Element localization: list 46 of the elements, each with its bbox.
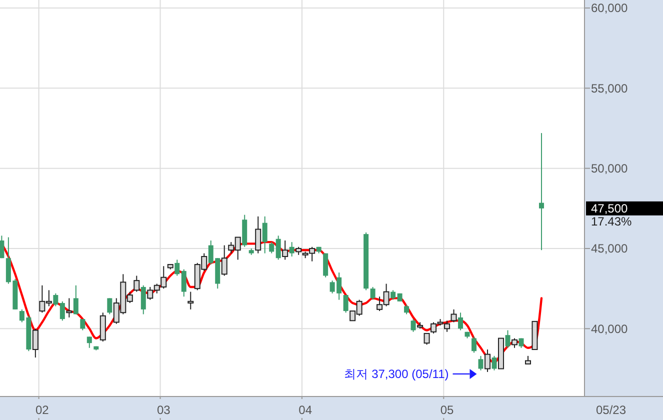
x-tick-label: 02 [35, 403, 50, 417]
x-tick-label: 05 [440, 403, 454, 417]
candlestick [53, 292, 58, 307]
x-tick-label: 04 [298, 403, 312, 417]
candlestick [323, 252, 328, 278]
annotation: 최저 37,300 (05/11) [344, 367, 449, 382]
candlestick [60, 300, 65, 322]
candlestick [80, 318, 86, 331]
candlestick [538, 132, 544, 251]
candlestick [512, 338, 518, 348]
candlestick [472, 336, 477, 354]
text: 17.43% [591, 214, 632, 229]
candlestick [343, 294, 348, 314]
candlestick [134, 275, 140, 292]
y-tick-label: 55,000 [591, 81, 628, 96]
text: 05/23 [596, 403, 626, 417]
candlestick [410, 318, 416, 332]
candlestick [289, 242, 294, 258]
candlestick [424, 332, 430, 346]
y-tick-label: 40,000 [591, 322, 628, 336]
y-tick-label: 45,000 [591, 242, 628, 256]
candlestick [492, 355, 497, 371]
candlestick [450, 308, 457, 323]
candlestick [390, 290, 396, 300]
candlestick [276, 235, 281, 260]
candlestick [370, 286, 376, 300]
candlestick [107, 298, 112, 315]
candlestick [73, 284, 78, 315]
candlestick [269, 242, 274, 254]
candlestick [262, 216, 268, 254]
candlestick [140, 284, 146, 315]
candlestick [66, 298, 72, 318]
candlestick [458, 312, 464, 331]
text: 47,500 [591, 202, 628, 216]
candlestick [86, 336, 92, 348]
candlestick [404, 304, 410, 315]
candlestick [484, 349, 491, 372]
candlestick [181, 268, 186, 298]
candlestick [478, 355, 484, 371]
x-tick-label: 03 [156, 403, 171, 417]
y-tick-label: 60,000 [591, 1, 628, 16]
candlestick [505, 330, 510, 348]
candlestick [0, 235, 4, 259]
candlestick [188, 291, 194, 310]
y-tick-label: 50,000 [591, 162, 628, 176]
candlestick [174, 259, 180, 276]
